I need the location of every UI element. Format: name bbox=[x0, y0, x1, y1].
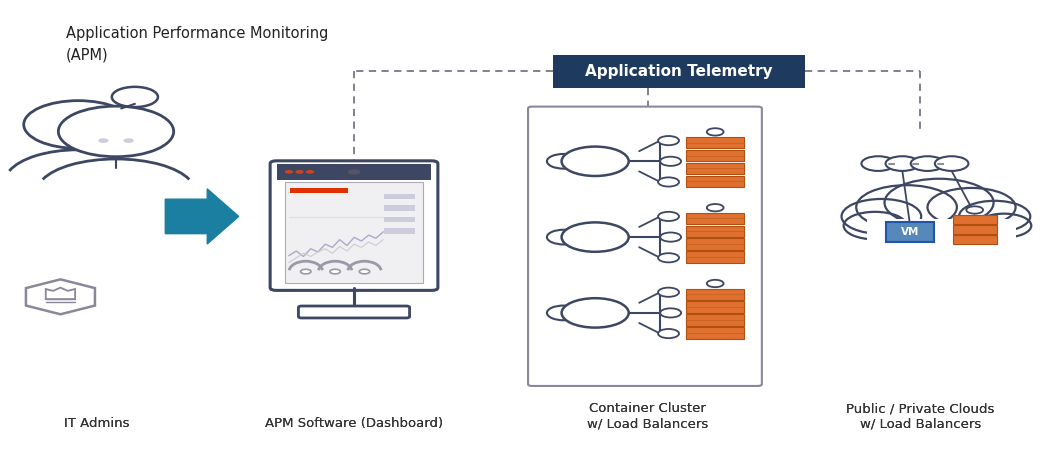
Circle shape bbox=[707, 280, 724, 287]
Text: Application Performance Monitoring
(APM): Application Performance Monitoring (APM) bbox=[65, 26, 328, 63]
Circle shape bbox=[928, 188, 1016, 226]
Circle shape bbox=[959, 201, 1030, 232]
Circle shape bbox=[658, 253, 679, 262]
Circle shape bbox=[547, 154, 581, 169]
Circle shape bbox=[359, 269, 370, 274]
FancyBboxPatch shape bbox=[270, 161, 437, 290]
Bar bbox=[553, 55, 805, 88]
Bar bbox=[953, 225, 997, 234]
Circle shape bbox=[707, 204, 724, 212]
Circle shape bbox=[861, 156, 895, 171]
Bar bbox=[686, 150, 744, 161]
Text: Container Cluster
w/ Load Balancers: Container Cluster w/ Load Balancers bbox=[587, 402, 708, 430]
Circle shape bbox=[885, 156, 919, 171]
Circle shape bbox=[658, 288, 679, 297]
Text: Container Cluster
w/ Load Balancers: Container Cluster w/ Load Balancers bbox=[587, 402, 708, 430]
Bar bbox=[686, 137, 744, 148]
Polygon shape bbox=[26, 279, 95, 314]
Bar bbox=[285, 182, 424, 283]
Text: APM Software (Dashboard): APM Software (Dashboard) bbox=[265, 417, 443, 430]
Bar bbox=[385, 194, 415, 199]
Circle shape bbox=[562, 298, 628, 328]
Circle shape bbox=[285, 170, 293, 174]
Bar bbox=[686, 314, 744, 326]
Circle shape bbox=[841, 199, 921, 234]
Bar bbox=[277, 164, 430, 179]
Circle shape bbox=[967, 206, 983, 213]
FancyArrow shape bbox=[165, 189, 238, 244]
Text: Public / Private Clouds
w/ Load Balancers: Public / Private Clouds w/ Load Balancer… bbox=[846, 402, 994, 430]
Bar bbox=[290, 188, 348, 193]
Circle shape bbox=[123, 138, 134, 143]
FancyBboxPatch shape bbox=[298, 306, 410, 318]
Bar bbox=[686, 226, 744, 237]
Bar bbox=[686, 239, 744, 250]
Circle shape bbox=[295, 170, 304, 174]
Circle shape bbox=[660, 157, 681, 166]
Circle shape bbox=[562, 146, 628, 176]
Circle shape bbox=[707, 128, 724, 136]
Circle shape bbox=[547, 306, 581, 320]
Bar bbox=[686, 163, 744, 174]
Circle shape bbox=[300, 269, 311, 274]
Bar bbox=[686, 213, 744, 224]
Bar bbox=[953, 235, 997, 244]
Text: Application Telemetry: Application Telemetry bbox=[585, 64, 773, 79]
Circle shape bbox=[37, 157, 195, 226]
Text: APM Software (Dashboard): APM Software (Dashboard) bbox=[265, 417, 443, 430]
Bar bbox=[686, 289, 744, 300]
Circle shape bbox=[658, 177, 679, 186]
FancyBboxPatch shape bbox=[528, 106, 762, 386]
Text: Public / Private Clouds
w/ Load Balancers: Public / Private Clouds w/ Load Balancer… bbox=[846, 402, 994, 430]
Circle shape bbox=[98, 138, 109, 143]
Circle shape bbox=[112, 87, 158, 107]
Bar bbox=[686, 175, 744, 187]
Bar bbox=[866, 219, 1016, 246]
Circle shape bbox=[658, 136, 679, 145]
Circle shape bbox=[660, 232, 681, 242]
Circle shape bbox=[330, 269, 340, 274]
Bar bbox=[686, 301, 744, 313]
Circle shape bbox=[24, 100, 133, 148]
Circle shape bbox=[884, 179, 994, 226]
Circle shape bbox=[348, 169, 360, 175]
Bar bbox=[686, 252, 744, 263]
Circle shape bbox=[843, 212, 906, 239]
Circle shape bbox=[58, 106, 174, 157]
Bar bbox=[686, 327, 744, 339]
Bar bbox=[385, 217, 415, 222]
Circle shape bbox=[5, 150, 152, 214]
Circle shape bbox=[658, 329, 679, 338]
Circle shape bbox=[977, 213, 1031, 238]
Bar bbox=[953, 215, 997, 224]
Circle shape bbox=[658, 212, 679, 221]
Text: IT Admins: IT Admins bbox=[64, 417, 130, 430]
Circle shape bbox=[935, 156, 969, 171]
Circle shape bbox=[547, 230, 581, 245]
Bar bbox=[885, 222, 934, 242]
Circle shape bbox=[660, 308, 681, 318]
Circle shape bbox=[562, 222, 628, 252]
Text: IT Admins: IT Admins bbox=[64, 417, 130, 430]
Bar bbox=[862, 216, 1018, 249]
Bar bbox=[385, 206, 415, 211]
Text: VM: VM bbox=[900, 227, 919, 237]
Circle shape bbox=[856, 185, 957, 229]
Circle shape bbox=[306, 170, 314, 174]
Bar bbox=[385, 228, 415, 234]
Circle shape bbox=[911, 156, 944, 171]
